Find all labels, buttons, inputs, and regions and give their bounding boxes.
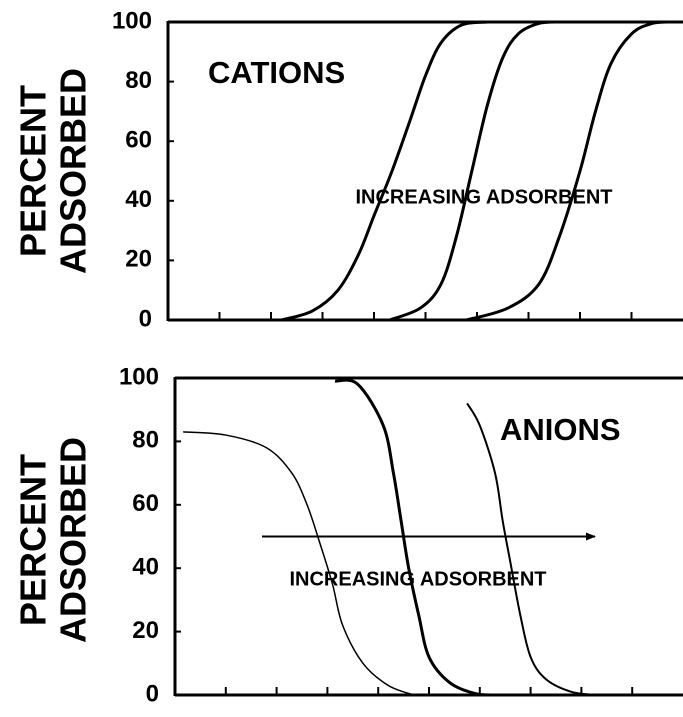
y-tick-label: 60 [132, 490, 159, 517]
y-axis-label: ADSORBED [53, 68, 94, 274]
curve [334, 378, 496, 697]
curve [466, 20, 673, 322]
y-tick-label: 0 [139, 305, 152, 332]
y-tick-label: 40 [132, 554, 159, 581]
annotation: INCREASING ADSORBENT [289, 568, 546, 590]
y-tick-label: 100 [119, 363, 159, 390]
y-axis-label: PERCENT [13, 85, 54, 257]
y-tick-label: 100 [112, 7, 152, 34]
curve [466, 402, 597, 696]
y-tick-label: 20 [125, 246, 152, 273]
curve [280, 20, 488, 322]
y-tick-label: 60 [125, 127, 152, 154]
y-tick-label: 40 [125, 186, 152, 213]
y-tick-label: 80 [132, 427, 159, 454]
annotation: INCREASING ADSORBENT [355, 186, 612, 208]
panel-label: ANIONS [500, 412, 621, 447]
y-tick-label: 0 [146, 680, 159, 707]
curve [388, 20, 560, 322]
panel-label: CATIONS [208, 55, 345, 90]
y-axis-label: PERCENT [13, 454, 54, 626]
curve [183, 431, 415, 696]
y-tick-label: 20 [132, 617, 159, 644]
y-axis-label: ADSORBED [53, 437, 94, 643]
y-tick-label: 80 [125, 67, 152, 94]
